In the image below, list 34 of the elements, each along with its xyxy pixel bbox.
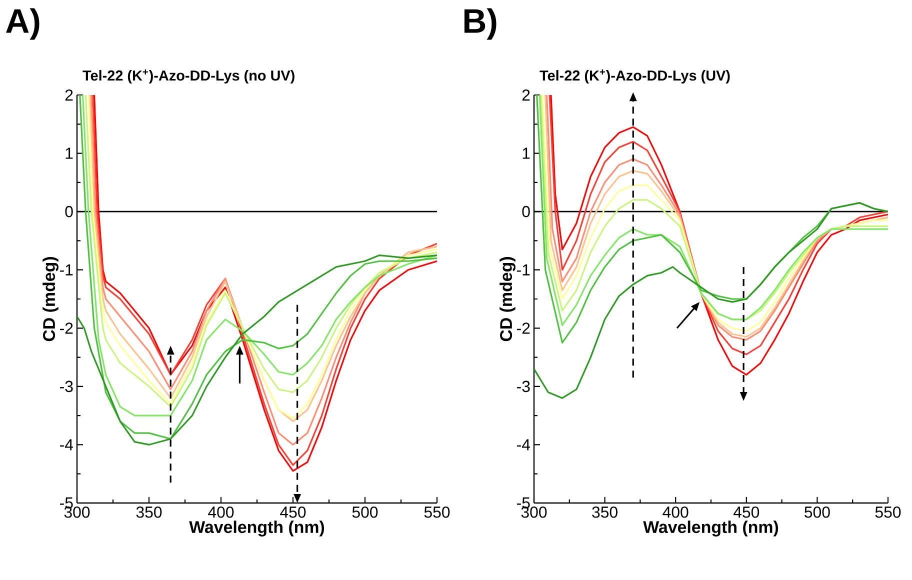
y-tick-label: -2 — [517, 322, 530, 334]
x-tick-label: 500 — [352, 506, 378, 518]
y-tick-label: -3 — [60, 380, 73, 392]
y-axis-title: CD (mdeg) — [500, 257, 516, 342]
y-tick-label: 1 — [66, 148, 73, 159]
x-tick-label: 350 — [592, 506, 618, 518]
chart-title: Tel-22 (K$^{+}$)-Azo-DD-Lys (no UV) — [82, 69, 294, 84]
y-axis-title: CD (mdeg) — [42, 257, 58, 342]
text: B) — [464, 8, 496, 40]
x-tick-label: 500 — [804, 506, 830, 518]
text: A) — [6, 8, 40, 40]
y-tick-label: -2 — [60, 322, 73, 334]
x-tick-label: 550 — [875, 506, 901, 518]
x-tick-label: 350 — [136, 506, 162, 518]
x-axis-title: Wavelength (nm) — [643, 520, 778, 537]
x-tick-label: 400 — [662, 506, 688, 518]
x-tick-label: 400 — [208, 506, 234, 518]
y-tick-label: 0 — [65, 206, 73, 218]
y-tick-label: -4 — [60, 439, 74, 450]
y-tick-label: -1 — [517, 264, 530, 276]
x-tick-label: 550 — [424, 506, 450, 518]
y-tick-label: 2 — [522, 89, 530, 101]
x-tick-label: 300 — [521, 506, 547, 518]
x-tick-label: 300 — [64, 506, 90, 518]
y-tick-label: -1 — [60, 264, 73, 276]
x-axis-title: Wavelength (nm) — [189, 520, 324, 537]
y-tick-label: 0 — [522, 206, 530, 218]
chart-title: Tel-22 (K$^{+}$)-Azo-DD-Lys (UV) — [540, 69, 730, 84]
x-tick-label: 450 — [733, 506, 760, 518]
y-tick-label: 1 — [522, 148, 530, 159]
y-tick-label: -3 — [517, 380, 530, 392]
y-tick-label: 2 — [65, 89, 73, 101]
y-tick-label: -4 — [517, 439, 530, 450]
x-tick-label: 450 — [280, 506, 306, 518]
